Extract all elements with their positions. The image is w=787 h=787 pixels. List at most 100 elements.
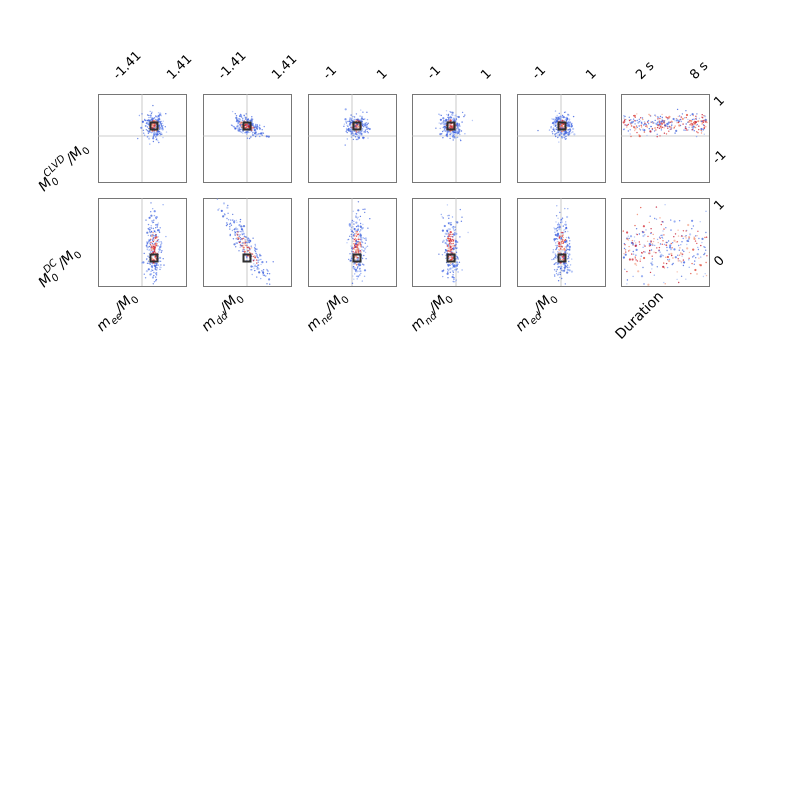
scatter-point	[453, 137, 455, 139]
scatter-point	[346, 239, 349, 241]
scatter-point	[147, 132, 150, 134]
scatter-point	[660, 128, 663, 131]
scatter-point	[352, 210, 354, 212]
scatter-point	[252, 237, 254, 239]
scatter-point	[457, 257, 459, 259]
scatter-point	[359, 231, 361, 233]
scatter-point	[362, 227, 364, 229]
scatter-point	[449, 132, 451, 135]
scatter-point	[449, 119, 452, 122]
scatter-point	[671, 247, 673, 249]
scatter-point	[561, 235, 563, 237]
scatter-point	[155, 136, 157, 138]
scatter-point	[256, 254, 258, 256]
scatter-point	[640, 117, 642, 119]
scatter-point	[655, 129, 657, 131]
scatter-point	[250, 245, 252, 247]
scatter-point	[663, 123, 666, 125]
scatter-point	[220, 209, 223, 212]
scatter-point	[349, 253, 351, 255]
scatter-point	[704, 115, 707, 118]
scatter-point	[346, 131, 348, 134]
scatter-point	[155, 115, 157, 117]
scatter-point	[568, 260, 570, 263]
scatter-point	[456, 255, 458, 258]
scatter-point	[242, 248, 244, 251]
scatter-point	[563, 119, 566, 122]
scatter-point	[555, 132, 557, 135]
scatter-point	[563, 259, 565, 261]
top-tick-label: 2 s	[633, 59, 657, 83]
panel-r0-c3	[412, 94, 501, 183]
scatter-point	[145, 125, 147, 127]
scatter-point	[706, 255, 708, 257]
scatter-point	[359, 119, 362, 122]
scatter-point	[451, 131, 453, 133]
scatter-point	[557, 222, 560, 224]
scatter-point	[236, 242, 238, 244]
scatter-point	[677, 115, 679, 118]
scatter-point	[671, 242, 674, 244]
scatter-point	[666, 266, 669, 269]
scatter-point	[352, 237, 354, 240]
scatter-point	[685, 128, 687, 130]
scatter-point	[691, 118, 694, 121]
scatter-point	[233, 222, 235, 224]
scatter-point	[158, 230, 160, 232]
scatter-point	[253, 267, 255, 269]
scatter-point	[159, 126, 161, 128]
scatter-point	[456, 128, 458, 130]
scatter-point	[240, 228, 243, 230]
scatter-point	[564, 246, 566, 248]
scatter-point	[681, 255, 683, 257]
scatter-point	[658, 127, 661, 129]
scatter-point	[640, 126, 643, 128]
scatter-point	[624, 244, 626, 246]
scatter-point	[454, 269, 456, 271]
scatter-point	[674, 120, 676, 122]
scatter-point	[689, 114, 692, 117]
scatter-point	[627, 235, 629, 237]
scatter-point	[360, 109, 362, 111]
scatter-point	[150, 234, 154, 237]
scatter-point	[157, 222, 160, 224]
scatter-point	[442, 275, 444, 278]
scatter-point	[685, 116, 687, 119]
scatter-point	[355, 232, 357, 235]
scatter-point	[246, 257, 248, 259]
scatter-point	[454, 245, 456, 247]
x-axis-label: mnd/M0	[408, 289, 456, 337]
scatter-point	[356, 278, 358, 280]
scatter-point	[561, 125, 564, 128]
scatter-point	[558, 141, 560, 143]
scatter-point	[356, 264, 358, 266]
scatter-point	[251, 116, 253, 118]
scatter-point	[160, 251, 162, 253]
scatter-point	[350, 245, 352, 247]
scatter-point	[359, 241, 361, 243]
scatter-point	[697, 246, 699, 249]
scatter-point	[448, 217, 450, 219]
scatter-point	[705, 126, 707, 128]
scatter-point	[563, 136, 565, 139]
scatter-point	[461, 121, 463, 123]
scatter-point	[242, 225, 246, 228]
scatter-point	[234, 113, 236, 115]
scatter-point	[363, 250, 365, 252]
scatter-point	[630, 125, 633, 127]
scatter-point	[352, 115, 354, 118]
scatter-point	[246, 132, 249, 135]
scatter-point	[568, 266, 571, 268]
scatter-point	[548, 129, 551, 131]
scatter-point	[669, 244, 672, 247]
scatter-point	[347, 129, 351, 132]
scatter-point	[636, 119, 638, 122]
scatter-point	[650, 232, 652, 235]
scatter-point	[240, 131, 243, 133]
scatter-point	[667, 240, 670, 242]
scatter-point	[251, 127, 253, 129]
scatter-point	[146, 126, 149, 128]
scatter-point	[659, 237, 661, 239]
scatter-point	[556, 227, 558, 230]
scatter-point	[443, 119, 445, 122]
